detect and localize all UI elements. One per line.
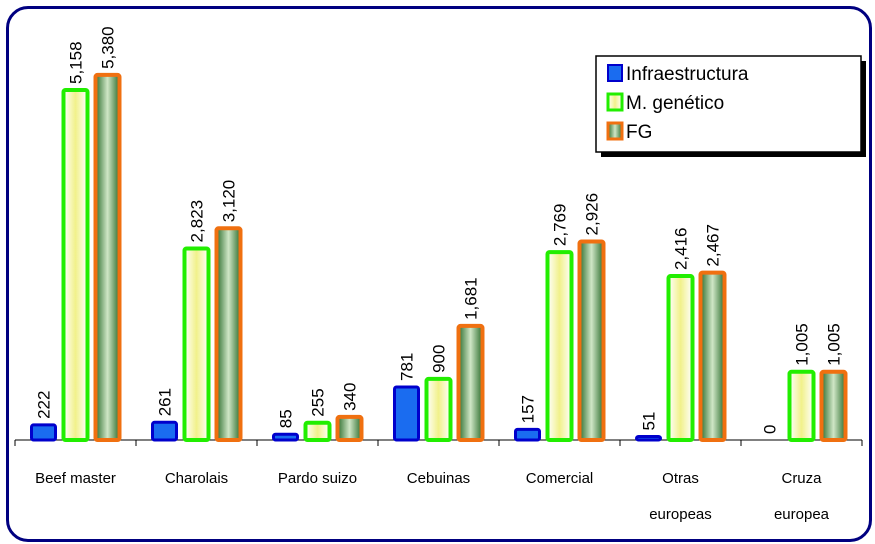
bar-infra: [635, 435, 662, 442]
data-label: 222: [35, 391, 54, 419]
legend-label-fg: FG: [626, 122, 652, 143]
data-label: 0: [761, 425, 780, 434]
data-label: 2,823: [188, 200, 207, 243]
data-label: 781: [398, 353, 417, 381]
data-label: 340: [341, 383, 360, 411]
bar-infra: [151, 420, 178, 442]
legend: Infraestructura M. genético FG: [595, 55, 866, 157]
category-label: Comercial: [526, 470, 594, 487]
plot-area: 222 5,158 5,380 Beef master 261 2,823 3,120 Cha…: [14, 26, 863, 523]
legend-swatch-infra: [607, 64, 623, 82]
bar-fg: [335, 414, 364, 443]
bar-genetic: [666, 274, 695, 442]
legend-label-genetic: M. genético: [626, 93, 724, 114]
data-label: 2,467: [704, 224, 723, 267]
data-label: 157: [519, 395, 538, 423]
bar-genetic: [61, 88, 90, 442]
legend-box: [595, 55, 862, 153]
data-label: 2,416: [672, 228, 691, 271]
data-label: 1,005: [825, 323, 844, 366]
category-label: Cruza: [781, 470, 822, 487]
bar-fg: [93, 72, 122, 442]
category-label: Otras: [662, 470, 699, 487]
legend-swatch-genetic: [606, 92, 624, 112]
category-label: Cebuinas: [407, 470, 470, 487]
data-label: 51: [640, 412, 659, 431]
category-label: europea: [774, 506, 830, 523]
data-label: 255: [309, 388, 328, 416]
data-label: 85: [277, 409, 296, 428]
bar-genetic: [787, 369, 816, 442]
data-label: 900: [430, 345, 449, 373]
legend-swatch-fg: [606, 121, 624, 141]
bar-fg: [214, 226, 243, 442]
category-label: europeas: [649, 506, 712, 523]
bar-genetic: [424, 376, 453, 442]
bar-infra: [272, 432, 299, 442]
data-label: 3,120: [220, 180, 239, 223]
data-label: 1,681: [462, 277, 481, 320]
data-label: 261: [156, 388, 175, 416]
data-label: 2,926: [583, 193, 602, 236]
bar-fg: [819, 369, 848, 442]
bar-fg: [698, 270, 727, 443]
bar-infra: [393, 385, 420, 442]
category-label: Pardo suizo: [278, 470, 357, 487]
category-label: Beef master: [35, 470, 116, 487]
bar-fg: [456, 323, 485, 443]
legend-label-infra: Infraestructura: [626, 64, 749, 85]
data-label: 2,769: [551, 204, 570, 247]
bar-infra: [514, 427, 541, 442]
bar-fg: [577, 239, 606, 442]
bar-genetic: [545, 250, 574, 442]
bar-infra: [30, 423, 57, 442]
category-label: Charolais: [165, 470, 228, 487]
bar-genetic: [182, 246, 211, 442]
data-label: 5,380: [99, 26, 118, 69]
data-label: 5,158: [67, 41, 86, 84]
bar-genetic: [303, 420, 332, 442]
data-label: 1,005: [793, 323, 812, 366]
